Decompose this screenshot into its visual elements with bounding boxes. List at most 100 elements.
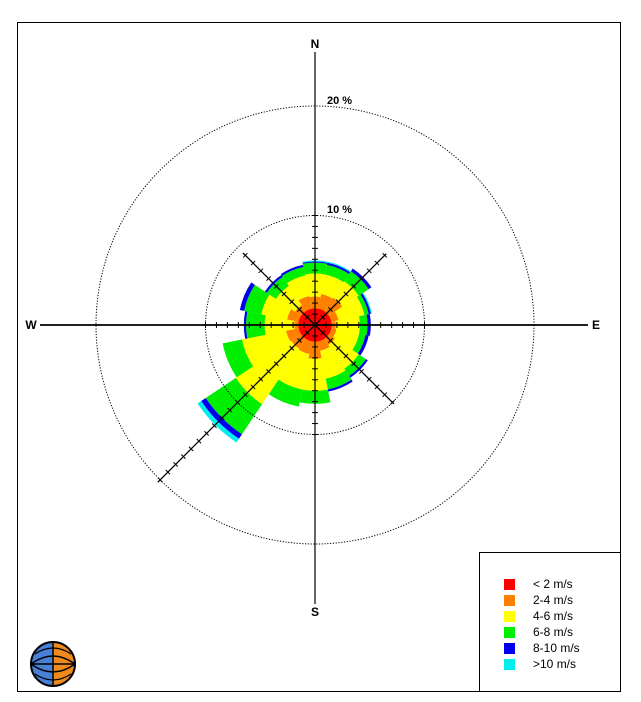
axis-tick (289, 345, 295, 351)
axis-tick (273, 361, 279, 367)
axis-tick (358, 368, 364, 374)
legend-label: 8-10 m/s (533, 641, 580, 655)
rose-sector-segment (360, 293, 371, 315)
axis-tick (328, 338, 333, 343)
axis-tick (219, 415, 225, 421)
legend-swatch (504, 642, 515, 654)
axis-tick (281, 353, 287, 359)
rose-sector-segment (278, 349, 310, 390)
rose-sector-segment (261, 294, 292, 320)
north-label: N (311, 37, 320, 51)
legend-item: < 2 m/s (504, 577, 573, 591)
axis-tick (157, 477, 163, 483)
axis-tick (366, 268, 372, 274)
legend-swatch (504, 578, 515, 590)
axis-tick (382, 252, 388, 258)
axis-tick (281, 291, 287, 297)
rose-sector-segment (357, 335, 369, 356)
axis-tick (250, 384, 256, 390)
axis-tick (351, 283, 357, 289)
axis-tick (211, 423, 217, 429)
rose-sector-segment (321, 274, 344, 299)
rose-sector-segment (325, 370, 352, 390)
legend-label: >10 m/s (533, 657, 577, 671)
rose-sectors (197, 260, 372, 443)
diagonal-spoke (314, 253, 387, 326)
rose-sector-segment (268, 379, 303, 407)
legend-swatch (504, 610, 515, 622)
axis-tick (304, 314, 310, 320)
axis-tick (343, 291, 349, 297)
axis-tick (304, 330, 310, 336)
rose-sector-segment (302, 261, 328, 264)
axis-tick (196, 438, 202, 444)
rose-sector-segment (241, 330, 291, 367)
rose-sector-segment (282, 267, 306, 284)
compass-axes (40, 52, 588, 604)
legend-item: 2-4 m/s (504, 593, 573, 607)
axis-tick (235, 399, 241, 405)
axis-tick (328, 307, 333, 312)
legend-label: 4-6 m/s (533, 609, 574, 623)
diagonal-spoke (242, 252, 316, 326)
axis-tick (165, 469, 171, 475)
axis-tick (266, 368, 272, 374)
axis-tick (351, 361, 357, 367)
axis-tick (320, 314, 326, 320)
axis-tick (173, 461, 179, 467)
legend-swatch (504, 658, 515, 670)
axis-tick (382, 392, 388, 398)
legend-label: 6-8 m/s (533, 625, 574, 639)
legend-swatch (504, 626, 515, 638)
rose-sector-segment (352, 333, 366, 354)
rose-sector-segment (302, 260, 328, 263)
axis-tick (258, 268, 264, 274)
rose-sector-segment (333, 329, 360, 350)
axis-tick (242, 252, 248, 258)
south-label: S (311, 605, 319, 619)
legend-item: >10 m/s (504, 657, 576, 671)
legend-label: < 2 m/s (533, 577, 573, 591)
rose-sector-segment (327, 379, 353, 392)
rose-sector-segment (325, 264, 350, 283)
axis-tick (188, 446, 194, 452)
axis-tick (366, 376, 372, 382)
rose-sector-segment (320, 346, 346, 379)
west-label: W (25, 318, 37, 332)
axis-tick (297, 338, 302, 343)
legend-item: 6-8 m/s (504, 625, 573, 639)
east-label: E (592, 318, 600, 332)
rose-sector-segment (197, 401, 239, 443)
rose-sector-segment (327, 261, 351, 273)
axis-tick (358, 276, 364, 282)
diagonal-spoke (157, 324, 316, 483)
wind-rose-logo-icon (30, 641, 76, 687)
rose-sector-segment (287, 275, 310, 301)
axis-tick (374, 384, 380, 390)
axis-tick (227, 407, 233, 413)
rose-sector-segment (326, 262, 351, 275)
legend-item: 4-6 m/s (504, 609, 573, 623)
rose-sector-segment (222, 339, 254, 378)
legend-label: 2-4 m/s (533, 593, 574, 607)
axis-tick (335, 299, 341, 305)
rose-sector-segment (356, 294, 369, 316)
rose-sector-segment (239, 282, 255, 311)
axis-tick (335, 345, 341, 351)
legend-item: 8-10 m/s (504, 641, 580, 655)
rose-sector-segment (280, 264, 304, 276)
axis-tick (242, 392, 248, 398)
axis-tick (289, 299, 295, 305)
legend: < 2 m/s 2-4 m/s 4-6 m/s 6-8 m/s 8-10 m/s… (479, 552, 621, 692)
rose-sector-segment (362, 292, 372, 314)
axis-tick (389, 399, 395, 405)
axis-tick (180, 454, 186, 460)
rose-sector-segment (335, 297, 365, 321)
ring-label-10: 10 % (327, 204, 352, 216)
chart-frame (17, 22, 621, 692)
axis-tick (297, 307, 302, 312)
ring-label-20: 20 % (327, 95, 352, 107)
axis-tick (320, 330, 326, 336)
rose-sector-segment (244, 284, 270, 315)
